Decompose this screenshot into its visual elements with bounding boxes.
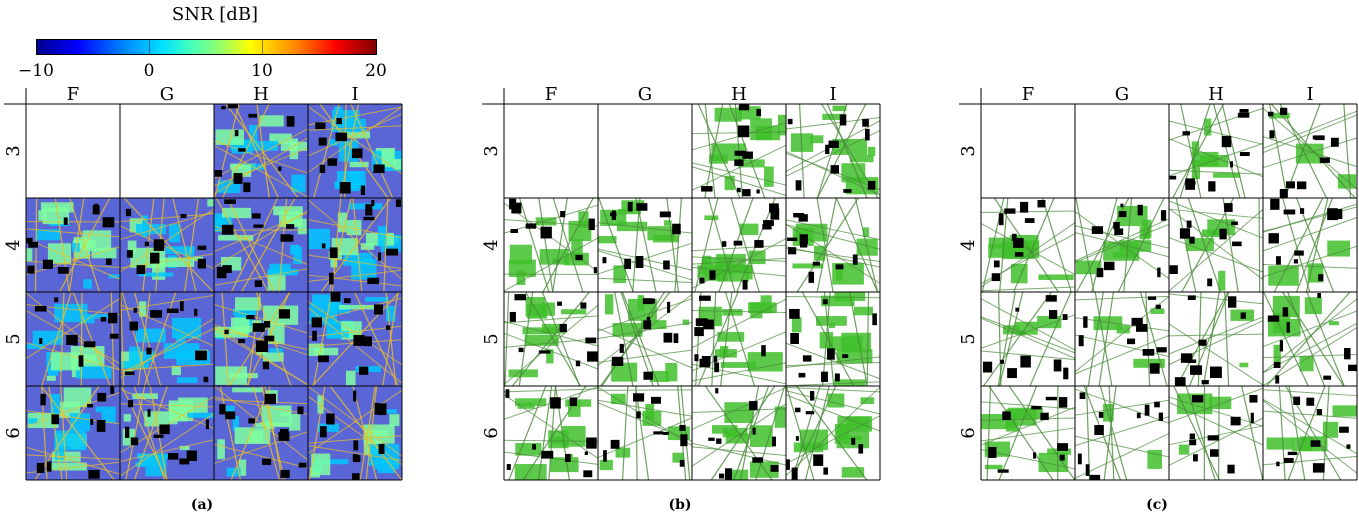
- colorbar: [36, 39, 377, 55]
- column-label: H: [1208, 84, 1224, 105]
- map-tile: [785, 197, 881, 293]
- column-label: F: [545, 84, 558, 105]
- colorbar-tick-label: 10: [251, 61, 273, 81]
- panel-c-map: F G H I 3 4 5 6: [958, 84, 1358, 481]
- map-tile: [1168, 197, 1264, 293]
- map-tile: [980, 385, 1076, 481]
- map-tile: [1262, 291, 1358, 387]
- map-tile: [503, 197, 599, 293]
- column-label: H: [731, 84, 747, 105]
- map-tile: [213, 103, 309, 199]
- map-tile: [119, 291, 215, 387]
- map-tile: [503, 385, 599, 481]
- map-tile: [213, 197, 309, 293]
- colorbar-tick-label: −10: [18, 61, 54, 81]
- map-tile: [691, 291, 787, 387]
- map-tile: [119, 385, 215, 481]
- row-label: 3: [958, 145, 979, 156]
- row-label: 5: [3, 333, 24, 344]
- column-label: I: [829, 84, 836, 105]
- map-tile: [213, 385, 309, 481]
- column-label: F: [67, 84, 80, 105]
- map-tile: [980, 197, 1076, 293]
- row-label: 4: [3, 239, 24, 250]
- column-label: G: [160, 84, 174, 105]
- map-tile: [1168, 291, 1264, 387]
- colorbar-tick-label: 20: [365, 61, 387, 81]
- map-tile: [785, 103, 881, 199]
- column-label: F: [1022, 84, 1035, 105]
- map-tile: [597, 291, 693, 387]
- colorbar-tick-label: 0: [143, 61, 155, 81]
- row-label: 3: [3, 145, 24, 156]
- row-label: 6: [481, 427, 502, 438]
- row-label: 3: [481, 145, 502, 156]
- map-tile: [1168, 385, 1264, 481]
- map-tile: [785, 291, 881, 387]
- map-tile: [307, 385, 403, 481]
- map-tile: [1262, 385, 1358, 481]
- panel-a-map: F G H I 3 4 5 6: [3, 84, 403, 481]
- map-tile: [25, 291, 121, 387]
- map-tile: [25, 197, 121, 293]
- map-tile: [307, 197, 403, 293]
- map-tile: [597, 197, 693, 293]
- map-tile: [980, 291, 1076, 387]
- column-label: I: [1306, 84, 1313, 105]
- column-label: H: [253, 84, 269, 105]
- map-tile: [1074, 197, 1170, 293]
- colorbar-title: SNR [dB]: [171, 4, 259, 25]
- panel-b-map: F G H I 3 4 5 6: [481, 84, 881, 481]
- map-tile: [1262, 197, 1358, 293]
- map-tile: [691, 385, 787, 481]
- column-label: G: [1115, 84, 1129, 105]
- row-label: 4: [481, 239, 502, 250]
- map-tile: [691, 103, 787, 199]
- map-tile: [119, 197, 215, 293]
- colorbar-tick-mark: [262, 39, 263, 55]
- map-tile: [597, 385, 693, 481]
- column-label: I: [351, 84, 358, 105]
- map-tile: [691, 197, 787, 293]
- map-tile: [785, 385, 881, 481]
- row-label: 4: [958, 239, 979, 250]
- map-tile: [1074, 385, 1170, 481]
- map-tile: [307, 103, 403, 199]
- map-tile: [1074, 291, 1170, 387]
- colorbar-tick-mark: [149, 39, 150, 55]
- map-tile: [503, 291, 599, 387]
- map-tile: [307, 291, 403, 387]
- map-tile: [1262, 103, 1358, 199]
- row-label: 6: [958, 427, 979, 438]
- map-tile: [213, 291, 309, 387]
- map-tile: [25, 385, 121, 481]
- caption-b: (b): [668, 497, 692, 513]
- column-label: G: [638, 84, 652, 105]
- caption-c: (c): [1146, 497, 1168, 513]
- row-label: 5: [958, 333, 979, 344]
- row-label: 5: [481, 333, 502, 344]
- map-tile: [1168, 103, 1264, 199]
- row-label: 6: [3, 427, 24, 438]
- caption-a: (a): [190, 497, 214, 513]
